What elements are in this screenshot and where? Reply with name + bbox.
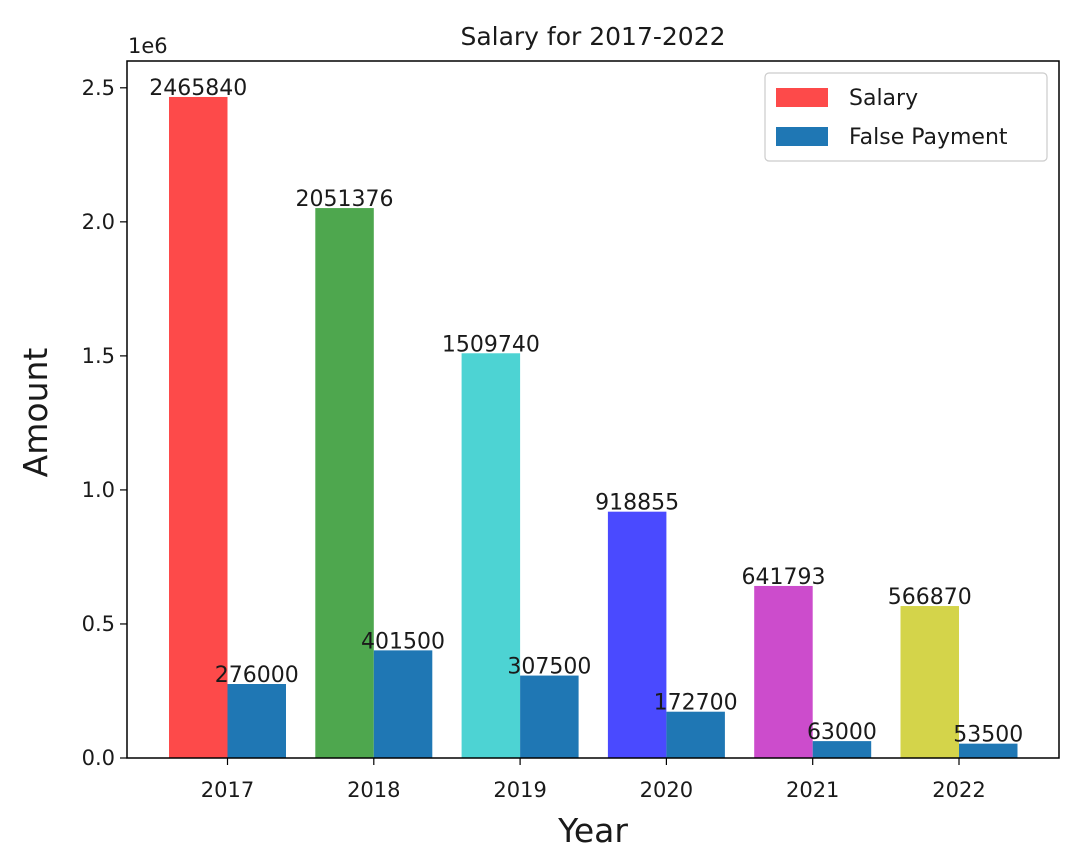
ticks-group: 2017 2018 2019 2020 2021 2022 0.0 0.5 1.0 1.5 2.0 2… bbox=[82, 76, 986, 802]
y-offset-label: 1e6 bbox=[128, 34, 168, 58]
bars-group bbox=[169, 96, 1018, 759]
false-payment-value-label-2019: 307500 bbox=[507, 655, 591, 680]
plot-frame bbox=[126, 60, 1060, 759]
legend-label-salary: Salary bbox=[849, 86, 918, 111]
false-payment-value-label-2022: 53500 bbox=[953, 723, 1023, 748]
x-tick-label-2018: 2018 bbox=[347, 778, 400, 802]
legend-box bbox=[764, 72, 1048, 162]
x-tick-label-2017: 2017 bbox=[201, 778, 254, 802]
salary-value-label-2019: 1509740 bbox=[442, 332, 540, 357]
false-payment-value-label-2018: 401500 bbox=[361, 629, 445, 654]
salary-bar-2017 bbox=[169, 96, 228, 758]
y-tick-label-2.0: 2.0 bbox=[82, 210, 115, 234]
false-payment-value-label-2020: 172700 bbox=[654, 691, 738, 716]
false-payment-bar-2021 bbox=[812, 741, 872, 758]
salary-value-label-2018: 2051376 bbox=[296, 187, 394, 212]
false-payment-bar-2019 bbox=[520, 675, 579, 758]
y-tick-label-0.5: 0.5 bbox=[82, 612, 115, 636]
x-tick-label-2022: 2022 bbox=[932, 778, 985, 802]
salary-bar-2022 bbox=[900, 606, 959, 758]
x-tick-label-2021: 2021 bbox=[786, 778, 839, 802]
false-payment-bar-2018 bbox=[373, 650, 433, 758]
y-tick-label-1.0: 1.0 bbox=[82, 478, 115, 502]
false-payment-bar-2017 bbox=[227, 684, 286, 758]
false-payment-bar-2022 bbox=[959, 743, 1018, 758]
salary-value-label-2022: 566870 bbox=[888, 585, 972, 610]
x-tick-label-2020: 2020 bbox=[640, 778, 693, 802]
false-payment-bar-2020 bbox=[666, 711, 725, 758]
salary-value-label-2021: 641793 bbox=[741, 565, 825, 590]
y-axis-label: Amount bbox=[16, 348, 55, 478]
x-tick-label-2019: 2019 bbox=[493, 778, 546, 802]
data-labels-group: 2465840 2051376 1509740 918855 641793 566870 2… bbox=[149, 76, 1023, 748]
x-axis-label: Year bbox=[557, 811, 628, 850]
salary-value-label-2017: 2465840 bbox=[149, 76, 247, 101]
legend-swatch-salary bbox=[776, 88, 828, 107]
salary-bar-2019 bbox=[461, 353, 521, 758]
false-payment-value-label-2017: 276000 bbox=[215, 663, 299, 688]
legend: Salary False Payment bbox=[764, 72, 1048, 162]
legend-label-false-payment: False Payment bbox=[849, 125, 1008, 150]
salary-bar-2020 bbox=[607, 511, 667, 758]
false-payment-value-label-2021: 63000 bbox=[807, 720, 877, 745]
legend-swatch-false-payment bbox=[776, 127, 828, 146]
y-tick-label-2.5: 2.5 bbox=[82, 76, 115, 100]
y-tick-label-1.5: 1.5 bbox=[82, 344, 115, 368]
salary-bar-2021 bbox=[754, 585, 813, 758]
chart-title: Salary for 2017-2022 bbox=[460, 22, 725, 51]
salary-bar-2018 bbox=[315, 208, 374, 759]
y-tick-label-0.0: 0.0 bbox=[82, 746, 115, 770]
salary-value-label-2020: 918855 bbox=[595, 491, 679, 516]
